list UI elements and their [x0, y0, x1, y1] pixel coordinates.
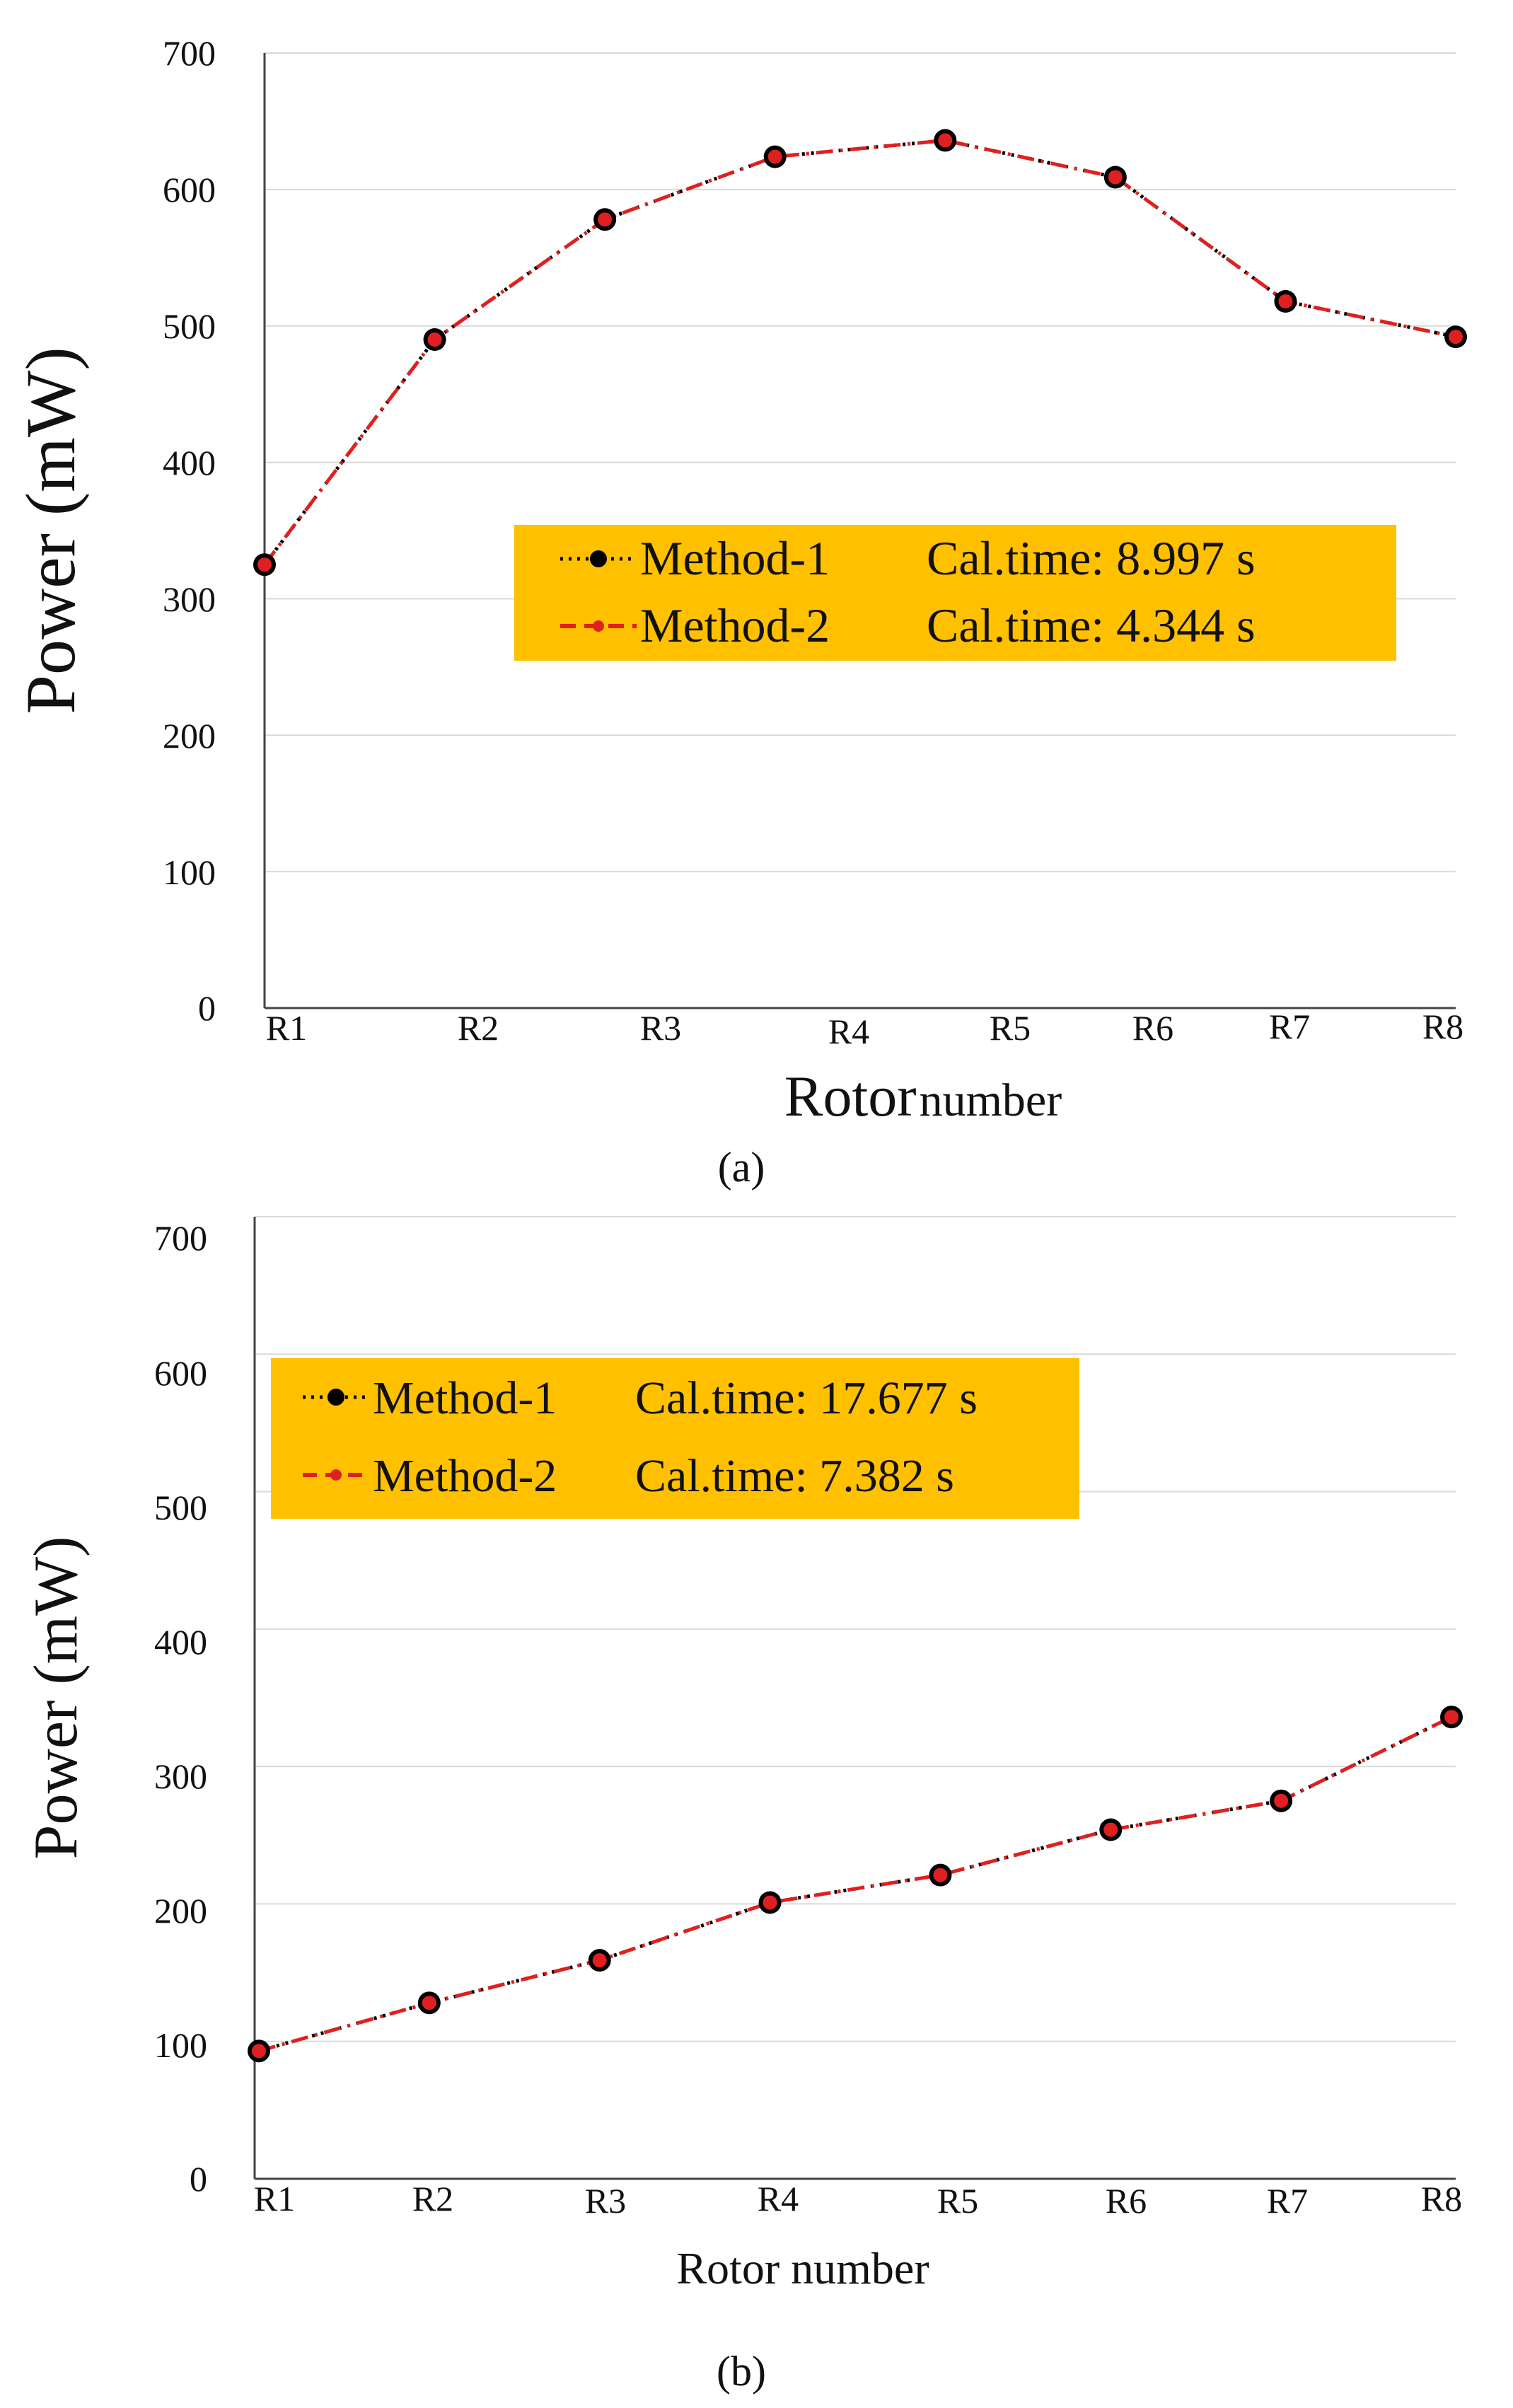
legend-label-method-1-a: Method-1: [640, 531, 830, 585]
data-point-method-2: [1274, 1793, 1289, 1808]
legend-time-method-1-a: Cal.time: 8.997 s: [927, 531, 1256, 585]
y-tick-label: 200: [163, 716, 216, 756]
y-tick-label: 400: [154, 1622, 207, 1662]
x-tick-label: R5: [937, 2181, 978, 2221]
y-tick-label: 600: [154, 1353, 207, 1393]
series-line-method-2: [263, 138, 1456, 566]
x-tick-label: R8: [1422, 1007, 1463, 1046]
data-point-method-2: [1449, 330, 1463, 345]
x-tick-label: R7: [1267, 2181, 1308, 2221]
series-line-method-2: [258, 1715, 1453, 2053]
x-axis-label-a-main: Rotor: [784, 1064, 917, 1128]
x-tick-label: R1: [266, 1008, 307, 1048]
legend-label-method-2-a: Method-2: [640, 598, 830, 652]
y-axis-label-a: Power (mW): [11, 347, 90, 714]
data-point-method-2: [1103, 1822, 1118, 1837]
x-tick-label: R7: [1269, 1007, 1310, 1046]
x-tick-label: R1: [254, 2179, 295, 2218]
legend-time-method-1-b: Cal.time: 17.677 s: [635, 1372, 978, 1424]
y-tick-label: 500: [154, 1488, 207, 1527]
grid-b: [255, 1216, 1456, 2042]
x-tick-label: R3: [585, 2181, 626, 2221]
legend-label-method-2-b: Method-2: [373, 1450, 557, 1502]
x-axis-label-b: Rotor number: [676, 2243, 929, 2293]
legend-time-method-2-b: Cal.time: 7.382 s: [635, 1450, 954, 1502]
data-point-method-2: [1278, 294, 1293, 308]
chart-a: 0 100 200 300 400 500 600 700 R1 R2 R3 R…: [11, 33, 1467, 1191]
x-axis-label-a: Rotor number: [784, 1064, 1062, 1128]
x-tick-label: R2: [412, 2179, 453, 2218]
chart-b: 0 100 200 300 400 500 600 700 R1 R2 R3 R…: [22, 1216, 1463, 2395]
series-line-method-1: [263, 138, 1456, 566]
legend-a: Method-1 Cal.time: 8.997 s Method-2 Cal.…: [514, 525, 1396, 661]
y-tick-label: 600: [163, 170, 216, 209]
data-point-method-2: [257, 557, 272, 572]
x-tick-label: R6: [1132, 1008, 1173, 1048]
panel-label-b: (b): [717, 2348, 766, 2395]
y-tick-label: 500: [163, 306, 216, 346]
x-tick-label: R3: [640, 1008, 681, 1048]
y-tick-label: 100: [163, 852, 216, 892]
legend-box-b: [271, 1358, 1079, 1519]
legend-b: Method-1 Cal.time: 17.677 s Method-2 Cal…: [271, 1358, 1079, 1519]
y-tick-labels-a: 0 100 200 300 400 500 600 700: [163, 33, 216, 1028]
x-tick-label: R4: [828, 1012, 869, 1051]
y-tick-labels-b: 0 100 200 300 400 500 600 700: [154, 1218, 207, 2199]
y-tick-label: 300: [154, 1756, 207, 1796]
x-tick-label: R2: [458, 1008, 499, 1048]
plot-marks-b: [248, 1706, 1463, 2063]
x-tick-label: R5: [990, 1008, 1031, 1048]
y-axis-label-b: Power (mW): [22, 1536, 91, 1860]
legend-marker-method-1-a: [590, 550, 607, 567]
data-point-method-2: [598, 212, 613, 227]
data-point-method-2: [1108, 170, 1123, 185]
y-tick-label: 200: [154, 1891, 207, 1931]
y-tick-label: 400: [163, 443, 216, 482]
legend-marker-method-2-b: [330, 1469, 342, 1481]
y-tick-label: 0: [198, 988, 216, 1028]
x-tick-label: R4: [758, 2179, 799, 2218]
legend-marker-method-1-b: [327, 1389, 344, 1406]
x-tick-labels-a: R1 R2 R3 R4 R5 R6 R7 R8: [266, 1007, 1463, 1051]
data-point-method-2: [1444, 1710, 1459, 1725]
legend-box-a: [514, 525, 1396, 661]
data-point-method-2: [767, 149, 782, 164]
data-point-method-2: [763, 1895, 777, 1910]
y-tick-label: 700: [154, 1218, 207, 1258]
legend-time-method-2-a: Cal.time: 4.344 s: [927, 598, 1256, 652]
legend-label-method-1-b: Method-1: [373, 1372, 557, 1424]
legend-marker-method-2-a: [593, 620, 604, 632]
data-point-method-2: [933, 1868, 948, 1882]
data-point-method-2: [252, 2044, 266, 2059]
data-point-method-2: [427, 332, 442, 347]
x-axis-label-a-rest: number: [920, 1075, 1062, 1126]
y-tick-label: 100: [154, 2025, 207, 2065]
y-tick-label: 700: [163, 33, 216, 73]
y-tick-label: 300: [163, 579, 216, 619]
x-tick-label: R8: [1421, 2179, 1462, 2218]
panel-label-a: (a): [718, 1144, 765, 1191]
data-point-method-2: [592, 1953, 607, 1968]
data-point-method-2: [938, 133, 953, 148]
y-tick-label: 0: [190, 2159, 207, 2199]
grid-a: [265, 52, 1456, 873]
x-tick-label: R6: [1106, 2181, 1147, 2221]
x-tick-labels-b: R1 R2 R3 R4 R5 R6 R7 R8: [254, 2179, 1462, 2221]
plot-marks-a: [253, 129, 1467, 577]
data-point-method-2: [422, 1996, 436, 2010]
